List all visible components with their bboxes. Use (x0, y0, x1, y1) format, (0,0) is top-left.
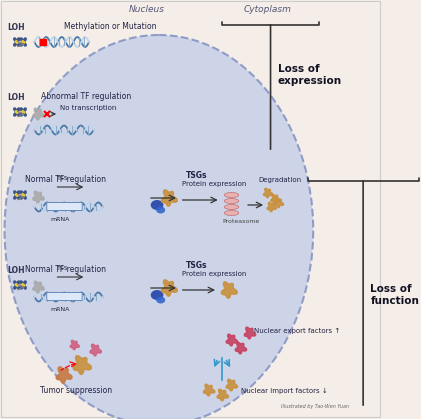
Text: Protein expression: Protein expression (181, 181, 246, 187)
Text: Nuclear import factors ↓: Nuclear import factors ↓ (240, 388, 327, 394)
Text: Loss of
function: Loss of function (370, 284, 419, 306)
FancyBboxPatch shape (47, 202, 82, 210)
FancyBboxPatch shape (47, 292, 82, 300)
Polygon shape (33, 281, 44, 293)
Text: No transcription: No transcription (60, 105, 116, 111)
Ellipse shape (151, 290, 163, 300)
Polygon shape (161, 280, 177, 296)
Polygon shape (271, 194, 280, 204)
Ellipse shape (156, 297, 165, 303)
Ellipse shape (5, 35, 313, 419)
Text: Protein expression: Protein expression (181, 271, 246, 277)
Polygon shape (226, 379, 237, 391)
Polygon shape (70, 340, 79, 350)
Text: Abnormal TF regulation: Abnormal TF regulation (41, 92, 131, 101)
Text: Normal TF regulation: Normal TF regulation (24, 175, 106, 184)
Ellipse shape (224, 199, 239, 204)
Text: LOH: LOH (7, 266, 25, 275)
Text: mRNA: mRNA (50, 217, 69, 222)
Text: TSGs: TSGs (186, 171, 208, 180)
Polygon shape (90, 344, 101, 356)
Ellipse shape (224, 204, 239, 210)
Polygon shape (73, 356, 91, 375)
Text: Nucleus: Nucleus (129, 5, 165, 14)
Text: LOH: LOH (7, 93, 25, 102)
Text: Nuclear export factors ↑: Nuclear export factors ↑ (254, 328, 341, 334)
Polygon shape (33, 191, 44, 203)
Ellipse shape (224, 192, 239, 197)
Polygon shape (267, 202, 276, 212)
Polygon shape (274, 198, 284, 208)
Text: mRNA: mRNA (50, 307, 69, 312)
Text: Tumor suppression: Tumor suppression (40, 386, 112, 395)
Text: Methylation or Mutation: Methylation or Mutation (64, 22, 156, 31)
Polygon shape (56, 367, 72, 383)
Polygon shape (235, 342, 247, 354)
Text: Proteasome: Proteasome (222, 219, 260, 224)
Text: Degradation: Degradation (259, 177, 302, 183)
Text: TSS: TSS (57, 266, 69, 271)
Ellipse shape (224, 210, 239, 215)
Polygon shape (203, 384, 215, 396)
Polygon shape (264, 188, 273, 198)
Polygon shape (221, 282, 237, 298)
Polygon shape (217, 389, 229, 401)
Text: Cytoplasm: Cytoplasm (244, 5, 292, 14)
Polygon shape (33, 108, 44, 120)
Text: Normal TF regulation: Normal TF regulation (24, 265, 106, 274)
Text: Illustrated by Tao-Wen Yuan: Illustrated by Tao-Wen Yuan (281, 404, 349, 409)
Polygon shape (161, 190, 177, 206)
Text: TSGs: TSGs (186, 261, 208, 270)
Ellipse shape (156, 207, 165, 214)
Polygon shape (226, 334, 237, 346)
Text: TSS: TSS (57, 176, 69, 181)
Ellipse shape (151, 200, 163, 210)
Text: LOH: LOH (7, 23, 25, 32)
Text: Loss of
expression: Loss of expression (278, 64, 342, 86)
Polygon shape (244, 327, 256, 339)
